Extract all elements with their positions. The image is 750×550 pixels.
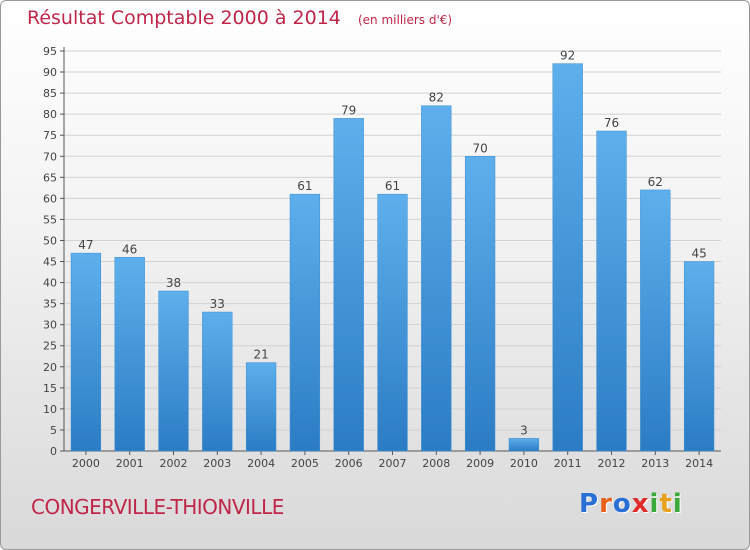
y-tick-label: 50 [43,234,57,247]
bar [114,257,145,452]
x-tick-label: 2005 [291,457,319,470]
data-label: 21 [253,348,268,362]
proxiti-logo: Proxiti [579,489,683,519]
y-tick-label: 45 [43,256,57,269]
y-tick-label: 95 [43,45,57,58]
x-tick-label: 2013 [641,457,669,470]
bar [289,193,321,452]
x-tick-label: 2006 [335,457,363,470]
data-label: 62 [648,175,663,189]
logo-letter: x [631,489,650,519]
logo-letter: i [672,489,683,519]
x-tick-label: 2008 [422,457,450,470]
x-tick-label: 2001 [116,457,144,470]
y-tick-label: 0 [50,445,57,458]
location-name: CONGERVILLE-THIONVILLE [31,495,284,519]
x-tick-label: 2007 [379,457,407,470]
y-tick-label: 60 [43,192,57,205]
bar [421,105,452,452]
chart-subtitle: (en milliers d'€) [357,13,453,27]
bar [245,362,277,452]
data-label: 70 [472,141,487,155]
y-tick-label: 55 [43,213,57,226]
bar [683,261,715,452]
data-label: 33 [210,297,225,311]
data-labels: 47 46 38 33 21 61 79 61 82 70 3 92 76 62 45 [78,49,706,438]
data-label: 38 [166,276,181,290]
bar [158,290,189,452]
bar [640,189,671,452]
bar [70,252,102,452]
data-label: 82 [429,91,444,105]
data-label: 76 [604,116,619,130]
y-tick-label: 15 [43,382,57,395]
x-tick-label: 2012 [598,457,626,470]
y-tick-label: 5 [50,424,57,437]
y-tick-label: 70 [43,150,57,163]
x-tick-label: 2002 [160,457,188,470]
x-tick-label: 2010 [510,457,538,470]
data-label: 46 [122,242,137,256]
y-tick-label: 65 [43,171,57,184]
y-tick-label: 25 [43,340,57,353]
x-tick-label: 2004 [247,457,275,470]
logo-letter: t [659,489,673,519]
data-label: 61 [385,179,400,193]
logo-letter: i [649,489,660,519]
axes: 0 5 10 15 20 25 30 35 40 45 50 55 60 65 70 75 80 85 90 95 20… [43,45,721,470]
bar [508,438,540,452]
title-block: Résultat Comptable 2000 à 2014 (en milli… [27,7,452,29]
bar [377,193,408,452]
y-tick-label: 80 [43,108,57,121]
chart-title: Résultat Comptable 2000 à 2014 [27,7,341,29]
bar [333,118,364,452]
bar [552,63,583,452]
bar [464,156,496,452]
x-tick-label: 2014 [685,457,713,470]
bar [202,311,233,452]
y-tick-label: 90 [43,66,57,79]
y-tick-label: 10 [43,403,57,416]
y-tick-label: 85 [43,87,57,100]
data-label: 45 [691,247,706,261]
y-tick-label: 30 [43,319,57,332]
y-tick-label: 20 [43,361,57,374]
x-tick-label: 2000 [72,457,100,470]
data-label: 61 [297,179,312,193]
data-label: 79 [341,103,356,117]
logo-letter: P [579,489,600,519]
data-label: 3 [520,423,528,437]
y-tick-label: 35 [43,298,57,311]
bars [70,63,715,452]
y-tick-label: 40 [43,277,57,290]
data-label: 92 [560,49,575,63]
data-label: 47 [78,238,93,252]
logo-letter: r [599,489,613,519]
x-tick-label: 2009 [466,457,494,470]
x-tick-label: 2011 [554,457,582,470]
bar [596,130,627,452]
y-tick-label: 75 [43,129,57,142]
logo-letter: o [612,489,632,519]
x-tick-label: 2003 [203,457,231,470]
